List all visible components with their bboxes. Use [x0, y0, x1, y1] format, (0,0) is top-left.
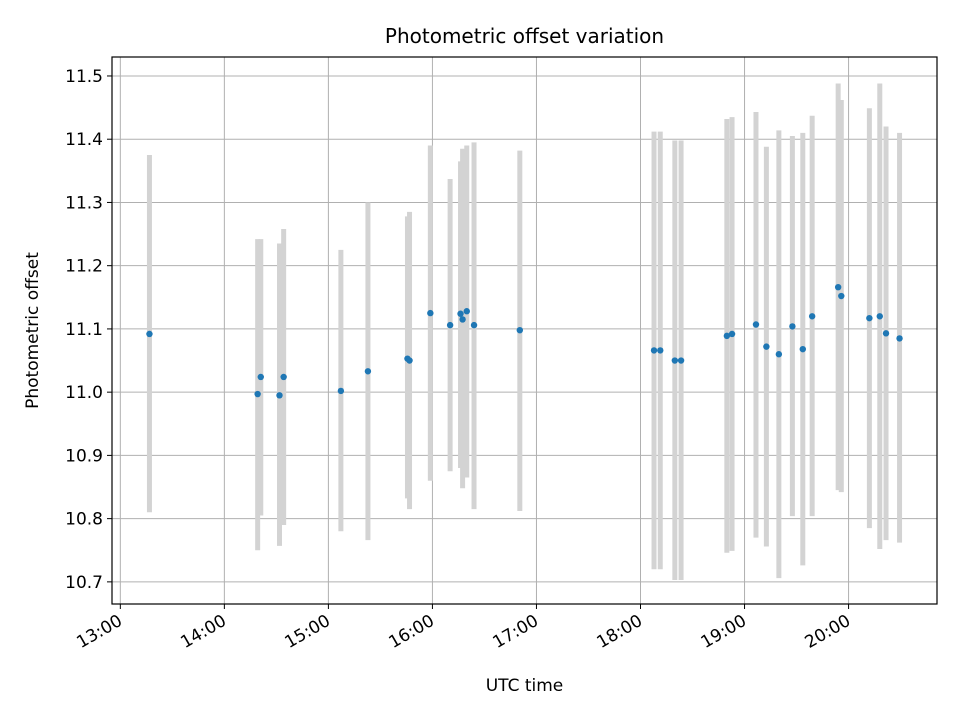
data-point [834, 283, 842, 291]
data-point [470, 321, 478, 329]
data-point [427, 309, 434, 317]
data-point [799, 345, 806, 353]
data-point [254, 390, 261, 398]
data-point [866, 314, 873, 322]
y-tick-label: 10.8 [65, 510, 103, 530]
y-tick-label: 11.4 [65, 130, 103, 150]
data-points [146, 283, 903, 399]
y-tick-label: 10.9 [65, 446, 103, 466]
y-tick-label: 11.1 [65, 320, 103, 340]
data-point [406, 357, 413, 364]
y-tick-label: 10.7 [65, 573, 103, 593]
data-point [723, 332, 731, 340]
data-point [775, 351, 783, 358]
data-point [276, 392, 283, 399]
data-point [838, 292, 845, 300]
data-point [876, 313, 883, 320]
y-tick-label: 11.0 [65, 383, 103, 403]
data-point [146, 330, 153, 338]
data-point [446, 321, 454, 329]
y-tick-label: 11.5 [65, 67, 103, 87]
data-point [671, 357, 679, 364]
data-point [337, 387, 345, 395]
data-point [463, 308, 470, 315]
data-point [364, 368, 372, 375]
data-point [516, 326, 524, 334]
y-axis-title: Photometric offset [23, 252, 43, 409]
data-point [763, 343, 770, 350]
data-point [882, 330, 890, 337]
data-point [789, 323, 796, 330]
data-point [752, 321, 760, 328]
data-point [728, 330, 736, 338]
y-tick-label: 11.3 [65, 193, 103, 213]
y-tick-label: 11.2 [65, 257, 103, 277]
x-axis-title: UTC time [486, 676, 564, 696]
data-point [650, 347, 658, 354]
data-point [257, 373, 264, 381]
grid [112, 57, 937, 604]
plot-frame [111, 56, 938, 605]
data-point [457, 310, 464, 317]
data-point [896, 335, 903, 342]
y-axis: 10.7 10.8 10.9 11.0 11.1 11.2 11.3 11.4 11.5 [65, 67, 112, 593]
data-point [657, 347, 664, 354]
data-point [677, 357, 685, 364]
chart-title: Photometric offset variation [385, 24, 664, 48]
data-point [459, 316, 466, 323]
data-point [280, 373, 287, 381]
data-point [808, 313, 816, 320]
